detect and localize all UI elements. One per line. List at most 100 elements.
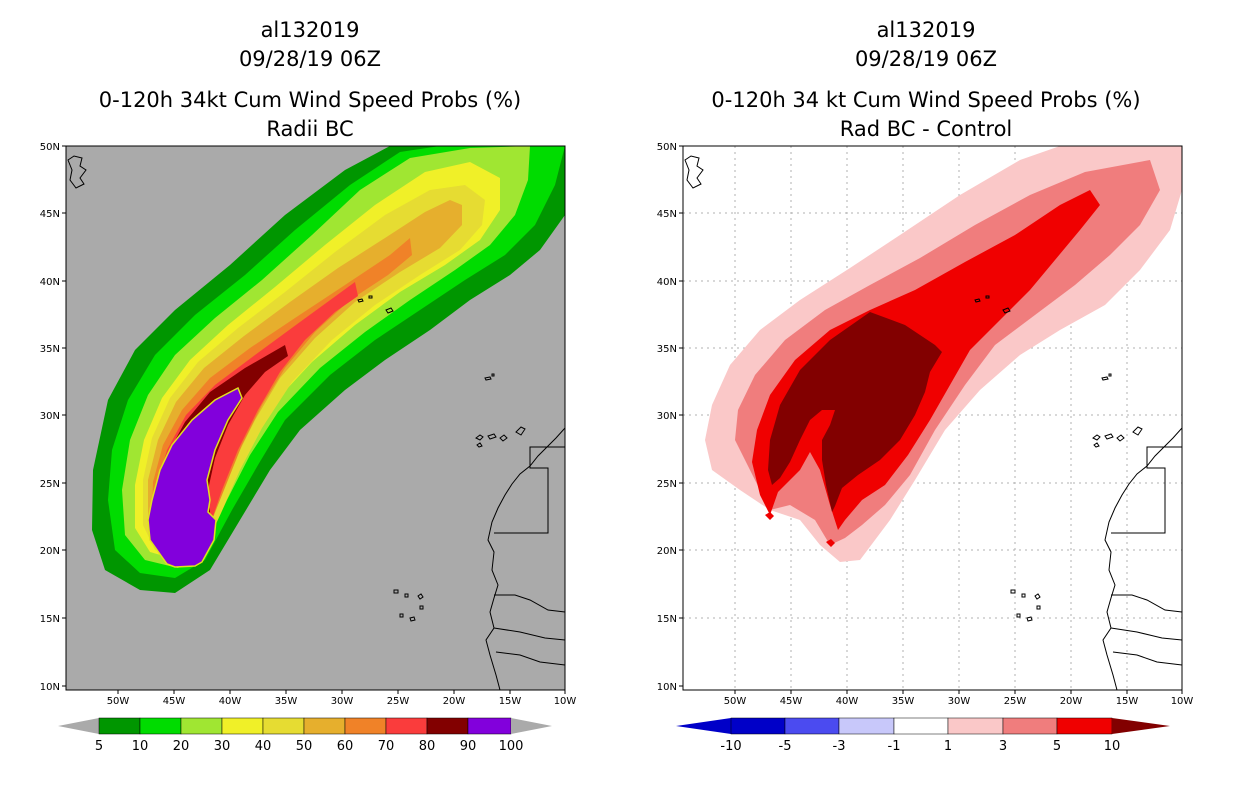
right-lat-labels: 50N 45N 40N 35N 30N 25N 20N 15N 10N [657,142,677,693]
colorbar-label: 80 [419,739,436,754]
left-lat-labels: 50N 45N 40N 35N 30N 25N 20N 15N 10N [40,142,60,693]
left-colorbar: 5 10 20 30 40 50 60 70 80 90 100 [58,717,552,754]
lon-label: 30W [331,696,354,707]
lat-label: 35N [657,344,677,355]
lon-label: 35W [275,696,298,707]
lat-label: 15N [40,614,60,625]
colorbar-label: 5 [95,739,103,754]
lon-label: 30W [948,696,971,707]
lat-label: 35N [40,344,60,355]
lon-label: 15W [499,696,522,707]
right-panel-title: al132019 09/28/19 06Z 0-120h 34 kt Cum W… [676,16,1176,144]
lon-label: 10W [1171,696,1194,707]
lon-label: 45W [163,696,186,707]
colorbar-swatch [784,717,840,735]
colorbar-label: 60 [337,739,354,754]
lat-label: 40N [657,277,677,288]
lon-label: 50W [724,696,747,707]
colorbar-label: -5 [779,739,792,754]
right-datetime: 09/28/19 06Z [854,47,998,71]
lon-label: 25W [1004,696,1027,707]
colorbar-label: 20 [173,739,190,754]
lat-label: 20N [40,546,60,557]
colorbar-label: 100 [499,739,524,754]
colorbar-label: 5 [1053,739,1061,754]
left-lon-labels: 50W 45W 40W 35W 30W 25W 20W 15W 10W [107,696,577,707]
colorbar-label: -3 [833,739,846,754]
colorbar-label: 10 [1104,739,1121,754]
lat-label: 50N [40,142,60,153]
colorbar-swatch [838,717,895,735]
colorbar-swatch [98,717,141,735]
right-map-frame [682,145,1183,691]
left-map-frame [65,145,566,691]
colorbar-label: 50 [296,739,313,754]
lat-label: 30N [40,411,60,422]
colorbar-swatch [221,717,264,735]
left-panel-title: al132019 09/28/19 06Z 0-120h 34kt Cum Wi… [60,16,560,144]
lat-label: 45N [40,209,60,220]
diff-contour-10 [768,312,942,512]
colorbar-swatch [947,717,1004,735]
colorbar-swatch [1056,717,1113,735]
colorbar-swatch [467,717,512,735]
lon-label: 35W [892,696,915,707]
colorbar-swatch [344,717,387,735]
lat-label: 25N [657,479,677,490]
colorbar-swatch [262,717,305,735]
colorbar-label: 10 [132,739,149,754]
colorbar-swatch [180,717,223,735]
colorbar-swatch [139,717,182,735]
lat-label: 15N [657,614,677,625]
colorbar-swatch [303,717,346,735]
colorbar-arrow-low [58,718,99,734]
colorbar-label: 40 [255,739,272,754]
lat-label: 45N [657,209,677,220]
colorbar-swatch [1002,717,1058,735]
lon-label: 15W [1116,696,1139,707]
lon-label: 25W [387,696,410,707]
diff-speck [765,512,835,547]
lat-label: 30N [657,411,677,422]
colorbar-arrow-high [1112,718,1170,734]
colorbar-label: -1 [888,739,901,754]
left-product: 0-120h 34kt Cum Wind Speed Probs (%) [98,88,522,112]
left-storm-id: al132019 [260,18,360,42]
right-storm-id: al132019 [876,18,976,42]
left-map [66,146,565,690]
colorbar-label: 90 [460,739,477,754]
left-subtitle: Radii BC [266,117,354,141]
left-datetime: 09/28/19 06Z [238,47,382,71]
lat-label: 40N [40,277,60,288]
colorbar-label: 70 [378,739,395,754]
colorbar-swatch [730,717,786,735]
lon-label: 50W [107,696,130,707]
colorbar-swatch [893,717,949,735]
colorbar-swatch [385,717,428,735]
lon-label: 10W [554,696,577,707]
lat-label: 20N [657,546,677,557]
colorbar-label: 1 [944,739,952,754]
lon-label: 20W [443,696,466,707]
lon-label: 45W [780,696,803,707]
lon-label: 20W [1060,696,1083,707]
prob-contour-90 [147,386,243,568]
lat-label: 50N [657,142,677,153]
right-map [683,146,1182,690]
lat-label: 25N [40,479,60,490]
colorbar-label: 30 [214,739,231,754]
lat-label: 10N [40,682,60,693]
right-product: 0-120h 34 kt Cum Wind Speed Probs (%) [711,88,1141,112]
colorbar-arrow-low [676,718,731,734]
right-colorbar: -10 -5 -3 -1 1 3 5 10 [676,717,1170,754]
colorbar-label: -10 [720,739,741,754]
lon-label: 40W [219,696,242,707]
colorbar-label: 3 [999,739,1007,754]
lon-label: 40W [836,696,859,707]
colorbar-swatch [426,717,469,735]
right-lon-labels: 50W 45W 40W 35W 30W 25W 20W 15W 10W [724,696,1194,707]
colorbar-arrow-high [511,718,552,734]
lat-label: 10N [657,682,677,693]
right-subtitle: Rad BC - Control [839,117,1013,141]
